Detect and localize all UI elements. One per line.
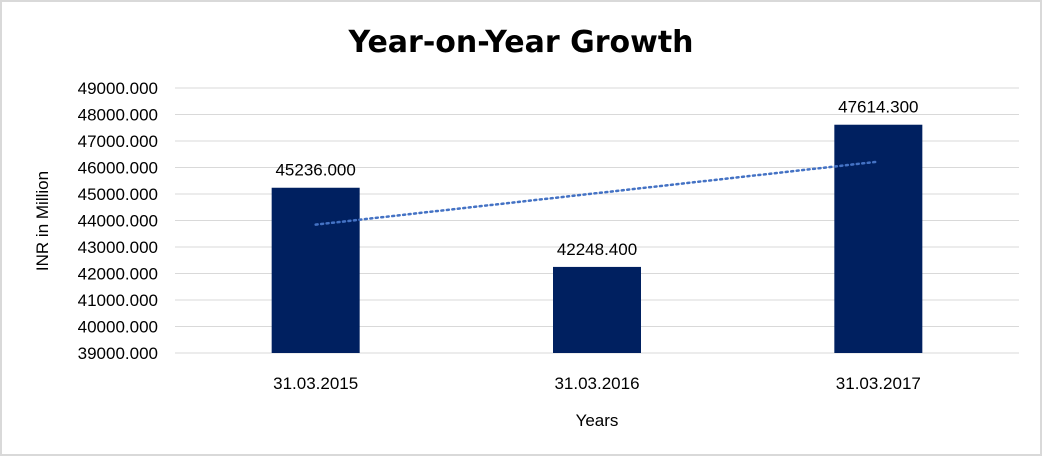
bar — [834, 124, 923, 354]
y-tick-label: 45000.000 — [78, 185, 158, 204]
y-tick-label: 39000.000 — [78, 344, 158, 363]
y-tick-label: 40000.000 — [78, 318, 158, 337]
y-tick-label: 43000.000 — [78, 238, 158, 257]
y-tick-label: 44000.000 — [78, 212, 158, 231]
x-axis-label: Years — [576, 411, 619, 430]
data-label: 45236.000 — [275, 161, 355, 180]
y-tick-label: 42000.000 — [78, 265, 158, 284]
data-label: 42248.400 — [557, 240, 637, 259]
y-tick-label: 46000.000 — [78, 159, 158, 178]
y-tick-label: 41000.000 — [78, 291, 158, 310]
bar — [553, 266, 641, 353]
y-axis-label: INR in Million — [33, 171, 52, 271]
y-tick-label: 47000.000 — [78, 132, 158, 151]
y-tick-label: 48000.000 — [78, 106, 158, 125]
bar — [271, 187, 360, 353]
x-tick-label: 31.03.2015 — [273, 374, 358, 393]
chart-title: Year-on-Year Growth — [347, 25, 693, 60]
trendline — [314, 160, 880, 226]
x-tick-label: 31.03.2017 — [836, 374, 921, 393]
data-label: 47614.300 — [838, 98, 918, 117]
y-tick-label: 49000.000 — [78, 79, 158, 98]
x-tick-label: 31.03.2016 — [554, 374, 639, 393]
